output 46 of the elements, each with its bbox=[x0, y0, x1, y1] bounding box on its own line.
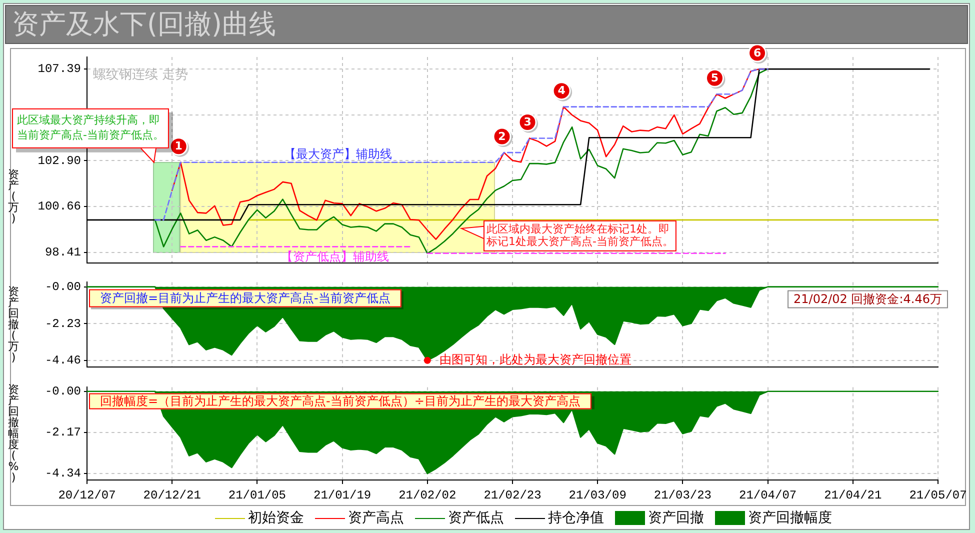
x-tick-label: 21/04/21 bbox=[824, 488, 882, 502]
annotation: 【最大资产】辅助线 bbox=[284, 147, 392, 162]
legend-label: 持仓净值 bbox=[548, 509, 604, 527]
x-tick-label: 21/02/02 bbox=[398, 488, 456, 502]
annotation: 4 bbox=[558, 84, 566, 98]
x-tick-label: 20/12/21 bbox=[143, 488, 201, 502]
x-tick-label: 20/12/07 bbox=[58, 488, 116, 502]
y-tick-label: -2.23 bbox=[44, 316, 81, 331]
y-tick-label: 100.66 bbox=[38, 200, 81, 214]
y-tick-label: -0.00 bbox=[44, 280, 81, 294]
chart-title: 资产及水下(回撤)曲线 bbox=[5, 5, 968, 44]
legend-label: 资产低点 bbox=[448, 509, 504, 527]
annotation: 6 bbox=[753, 46, 762, 60]
y-tick-label: -4.34 bbox=[44, 466, 81, 481]
y-tick-label: 102.90 bbox=[38, 154, 81, 168]
legend-label: 资产高点 bbox=[348, 509, 404, 527]
annotation: 由图可知，此处为最大资产回撤位置 bbox=[439, 352, 632, 366]
y-tick-label: 98.41 bbox=[44, 246, 81, 260]
x-tick-label: 21/03/23 bbox=[654, 488, 712, 502]
x-tick-label: 21/02/23 bbox=[484, 488, 542, 502]
y-axis-title: 资产(万) bbox=[7, 168, 20, 226]
annotation: 资产回撤=目前为止产生的最大资产高点-当前资产低点 bbox=[100, 290, 390, 305]
annotation: 1 bbox=[174, 140, 182, 153]
legend-label: 资产回撤幅度 bbox=[748, 509, 832, 527]
y-tick-label: -4.46 bbox=[44, 354, 81, 368]
y-tick-label: -0.00 bbox=[44, 384, 81, 399]
legend-label: 初始资金 bbox=[248, 509, 304, 527]
annotation: 【资产低点】辅助线 bbox=[281, 249, 389, 264]
annotation: 21/02/02 回撤资金:4.46万 bbox=[794, 292, 942, 306]
x-tick-label: 21/01/05 bbox=[228, 488, 286, 502]
annotation: 螺纹钢连续 走势 bbox=[93, 67, 188, 82]
annotation: 此区域内最大资产始终在标记1处。即标记1处最大资产高点-当前资产低点。 bbox=[485, 222, 674, 248]
y-axis-title: 资产回撤(万) bbox=[7, 285, 20, 364]
y-tick-label: -2.17 bbox=[44, 426, 81, 440]
y-tick-label: 107.39 bbox=[38, 62, 81, 76]
annotation: 3 bbox=[524, 116, 532, 129]
text: 资产回撤幅度(%) bbox=[8, 383, 19, 484]
legend-label: 资产回撤 bbox=[648, 509, 704, 527]
annotation: 5 bbox=[710, 72, 719, 85]
annotation: 回撤幅度=（目前为止产生的最大资产高点-当前资产低点）÷目前为止产生的最大资产高点 bbox=[100, 394, 580, 408]
x-tick-label: 21/05/07 bbox=[909, 488, 967, 502]
x-tick-label: 21/04/07 bbox=[738, 488, 797, 502]
x-tick-label: 21/01/19 bbox=[313, 488, 372, 502]
x-tick-label: 21/03/09 bbox=[568, 488, 626, 502]
annotation: 此区域最大资产持续升高，即当前资产高点-当前资产低点。 bbox=[17, 114, 164, 142]
annotation: 2 bbox=[498, 130, 506, 143]
